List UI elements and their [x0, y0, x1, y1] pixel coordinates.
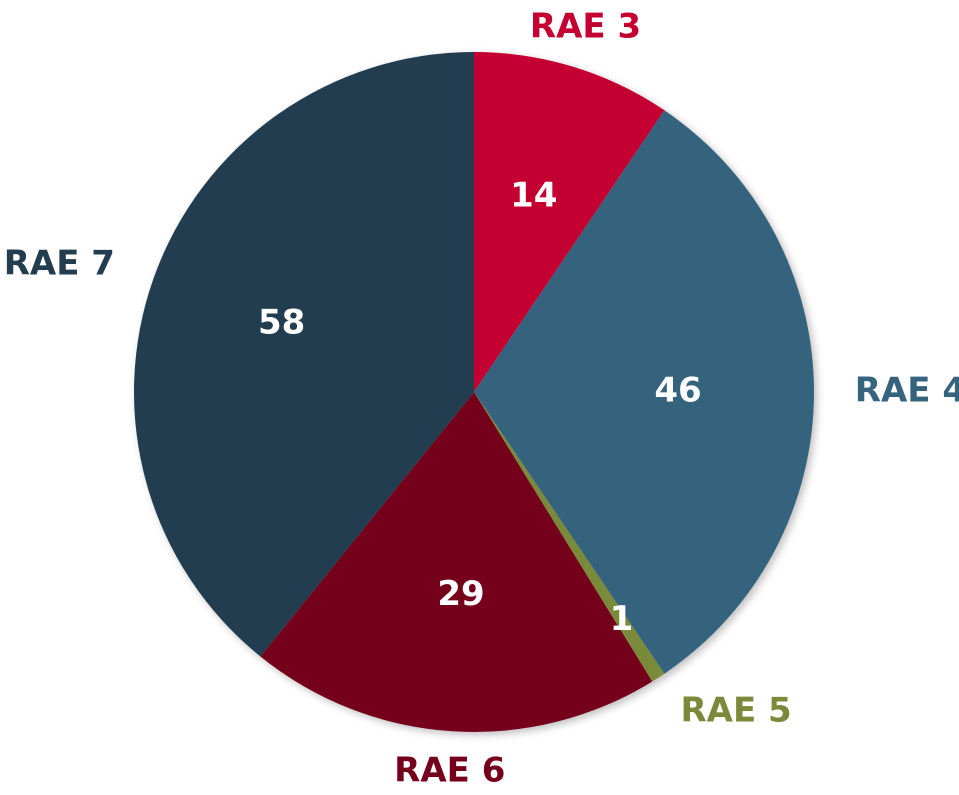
category-label: RAE 3	[530, 6, 641, 46]
pie-slice	[260, 392, 653, 732]
category-label: RAE 6	[394, 751, 505, 791]
pie-slice	[134, 52, 474, 657]
value-label: 14	[510, 175, 557, 215]
category-label: RAE 7	[4, 244, 115, 284]
pie-slice	[474, 52, 665, 392]
category-label: RAE 4	[855, 371, 959, 411]
category-label: RAE 5	[680, 690, 791, 730]
pie-slice	[474, 392, 665, 682]
value-label: 58	[258, 303, 305, 343]
value-label: 29	[437, 574, 484, 614]
value-label: 1	[610, 599, 634, 639]
value-label: 46	[654, 371, 701, 411]
pie	[134, 52, 815, 732]
pie-slice	[474, 110, 815, 674]
